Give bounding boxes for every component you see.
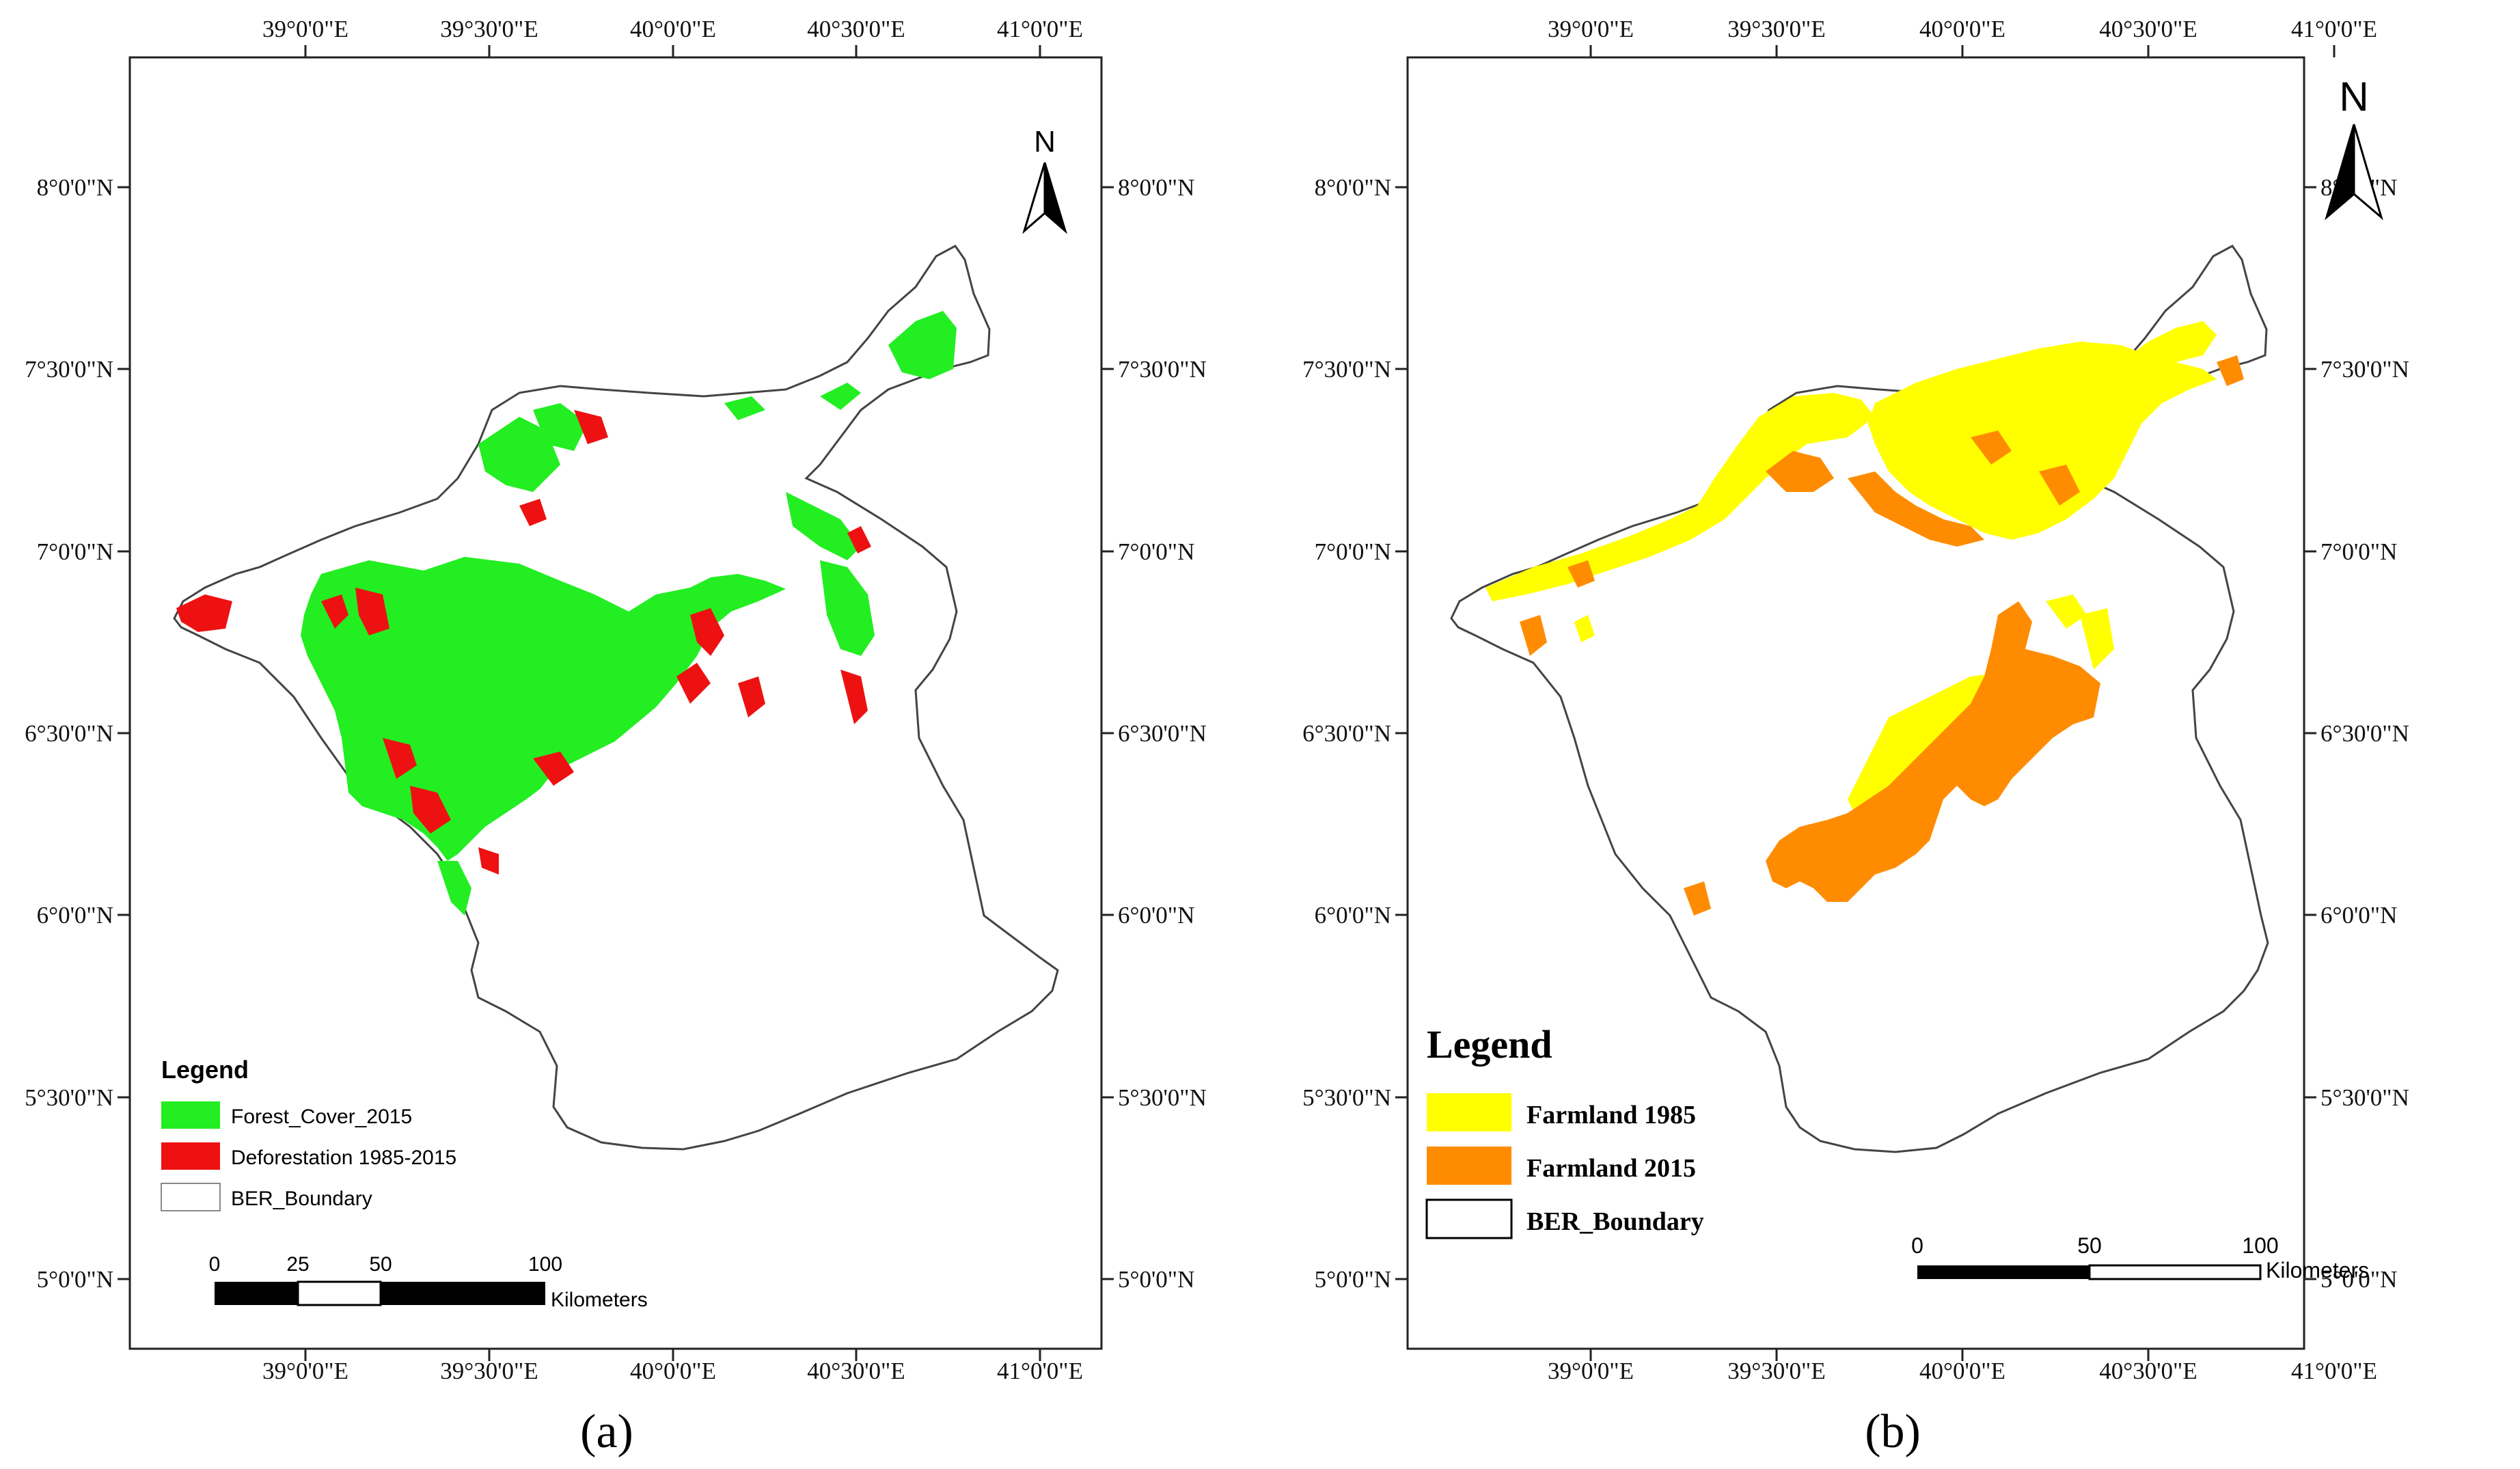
legend-swatch-forest xyxy=(161,1101,220,1129)
lon-label-top: 39°30'0"E xyxy=(1727,16,1825,42)
lon-label-bottom: 39°30'0"E xyxy=(440,1358,538,1384)
tick-marks xyxy=(118,45,1114,1361)
scale-segment xyxy=(1917,1265,2090,1279)
legend-swatch-deforestation xyxy=(161,1142,220,1170)
lon-label-bottom: 40°0'0"E xyxy=(630,1358,716,1384)
lat-label-left: 6°30'0"N xyxy=(25,720,113,747)
map-panel-a: 39°0'0"E 39°30'0"E 40°0'0"E 40°30'0"E 41… xyxy=(25,16,1207,1458)
north-arrow: N xyxy=(1022,125,1067,234)
lat-label-right: 7°30'0"N xyxy=(2320,356,2409,383)
lon-label-top: 40°0'0"E xyxy=(630,16,716,42)
north-arrow: N xyxy=(2325,74,2383,221)
lon-label-bottom: 40°0'0"E xyxy=(1919,1358,2005,1384)
lon-label-top: 39°30'0"E xyxy=(440,16,538,42)
lat-label-right: 6°30'0"N xyxy=(1118,720,1207,747)
legend-swatch-boundary xyxy=(1425,1198,1513,1239)
legend-title: Legend xyxy=(161,1056,249,1084)
lat-label-right: 5°0'0"N xyxy=(2320,1266,2397,1293)
scale-bar: 0 50 100 Kilometers xyxy=(1911,1233,2369,1282)
legend-swatch-farmland-1985 xyxy=(1427,1093,1511,1131)
legend-item-label: Forest_Cover_2015 xyxy=(231,1106,412,1128)
legend-item-label: Deforestation 1985-2015 xyxy=(231,1147,456,1169)
scale-tick-label: 50 xyxy=(369,1253,392,1276)
lat-label-right: 5°0'0"N xyxy=(1118,1266,1194,1293)
scale-unit: Kilometers xyxy=(551,1289,648,1311)
lat-label-right: 6°0'0"N xyxy=(1118,902,1194,929)
scale-tick-label: 25 xyxy=(286,1253,309,1276)
lat-label-left: 6°0'0"N xyxy=(1315,902,1391,929)
legend: Legend Forest_Cover_2015 Deforestation 1… xyxy=(161,1056,456,1211)
tick-marks xyxy=(1395,45,2336,1361)
map-b-svg: 39°0'0"E 39°30'0"E 40°0'0"E 40°30'0"E 41… xyxy=(1302,16,2409,1458)
lat-label-left: 5°30'0"N xyxy=(25,1084,113,1111)
north-arrow-right xyxy=(1043,162,1067,234)
farmland-2015-layer xyxy=(1520,355,2244,916)
scale-bar: 0 25 50 100 Kilometers xyxy=(209,1253,648,1311)
lat-label-left: 5°0'0"N xyxy=(37,1266,113,1293)
lat-label-right: 5°30'0"N xyxy=(2320,1084,2409,1111)
legend: Legend Farmland 1985 Farmland 2015 BER_B… xyxy=(1425,1022,1704,1239)
scale-tick-label: 50 xyxy=(2077,1233,2102,1258)
lat-label-right: 8°0'0"N xyxy=(1118,174,1194,201)
north-label: N xyxy=(2339,74,2368,120)
lat-label-left: 8°0'0"N xyxy=(37,174,113,201)
lon-label-bottom: 41°0'0"E xyxy=(997,1358,1083,1384)
north-arrow-right xyxy=(2353,124,2383,221)
lat-label-left: 7°30'0"N xyxy=(1302,356,1391,383)
lat-label-left: 7°0'0"N xyxy=(37,538,113,565)
lat-label-left: 5°0'0"N xyxy=(1315,1266,1391,1293)
lat-label-right: 6°0'0"N xyxy=(2320,902,2397,929)
lon-label-bottom: 39°0'0"E xyxy=(1548,1358,1634,1384)
map-panel-b: 39°0'0"E 39°30'0"E 40°0'0"E 40°30'0"E 41… xyxy=(1260,0,2520,1469)
lon-label-top: 39°0'0"E xyxy=(262,16,348,42)
legend-item-label: Farmland 1985 xyxy=(1526,1101,1696,1129)
lon-label-top: 40°0'0"E xyxy=(1919,16,2005,42)
legend-item-label: Farmland 2015 xyxy=(1526,1154,1696,1183)
north-label: N xyxy=(1034,125,1056,159)
lon-label-bottom: 40°30'0"E xyxy=(807,1358,905,1384)
legend-item-label: BER_Boundary xyxy=(231,1187,372,1210)
lat-label-left: 5°30'0"N xyxy=(1302,1084,1391,1111)
panel-label-b: (b) xyxy=(1865,1405,1921,1458)
deforestation-layer xyxy=(176,410,871,875)
lon-label-bottom: 39°30'0"E xyxy=(1727,1358,1825,1384)
lat-label-left: 8°0'0"N xyxy=(1315,174,1391,201)
legend-item-label: BER_Boundary xyxy=(1526,1207,1704,1236)
legend-swatch-boundary xyxy=(161,1183,221,1211)
north-arrow-left xyxy=(2325,124,2355,221)
scale-tick-label: 100 xyxy=(2242,1233,2278,1258)
scale-tick-label: 0 xyxy=(209,1253,221,1276)
lat-label-right: 7°0'0"N xyxy=(1118,538,1194,565)
scale-unit: Kilometers xyxy=(2266,1258,2369,1282)
lon-label-top: 40°30'0"E xyxy=(2099,16,2197,42)
scale-tick-label: 0 xyxy=(1911,1233,1923,1258)
lat-label-left: 6°0'0"N xyxy=(37,902,113,929)
lat-label-left: 6°30'0"N xyxy=(1302,720,1391,747)
panel-label-a: (a) xyxy=(580,1405,633,1458)
lon-label-bottom: 41°0'0"E xyxy=(2291,1358,2377,1384)
forest-cover-layer xyxy=(301,311,957,916)
lat-label-right: 7°30'0"N xyxy=(1118,356,1207,383)
lon-label-top: 40°30'0"E xyxy=(807,16,905,42)
lat-label-right: 7°0'0"N xyxy=(2320,538,2397,565)
lon-label-top: 41°0'0"E xyxy=(997,16,1083,42)
legend-swatch-farmland-2015 xyxy=(1427,1147,1511,1185)
lat-label-right: 6°30'0"N xyxy=(2320,720,2409,747)
map-a-svg: 39°0'0"E 39°30'0"E 40°0'0"E 40°30'0"E 41… xyxy=(25,16,1207,1458)
scale-segment xyxy=(297,1280,382,1306)
scale-segment xyxy=(381,1282,545,1305)
scale-tick-label: 100 xyxy=(528,1253,562,1276)
legend-title: Legend xyxy=(1427,1022,1552,1067)
scale-segment xyxy=(215,1282,298,1305)
lon-label-top: 41°0'0"E xyxy=(2291,16,2377,42)
lat-label-left: 7°30'0"N xyxy=(25,356,113,383)
lat-label-right: 5°30'0"N xyxy=(1118,1084,1207,1111)
lat-label-left: 7°0'0"N xyxy=(1315,538,1391,565)
scale-segment xyxy=(2088,1264,2262,1280)
lon-label-bottom: 39°0'0"E xyxy=(262,1358,348,1384)
lon-label-top: 39°0'0"E xyxy=(1548,16,1634,42)
lon-label-bottom: 40°30'0"E xyxy=(2099,1358,2197,1384)
